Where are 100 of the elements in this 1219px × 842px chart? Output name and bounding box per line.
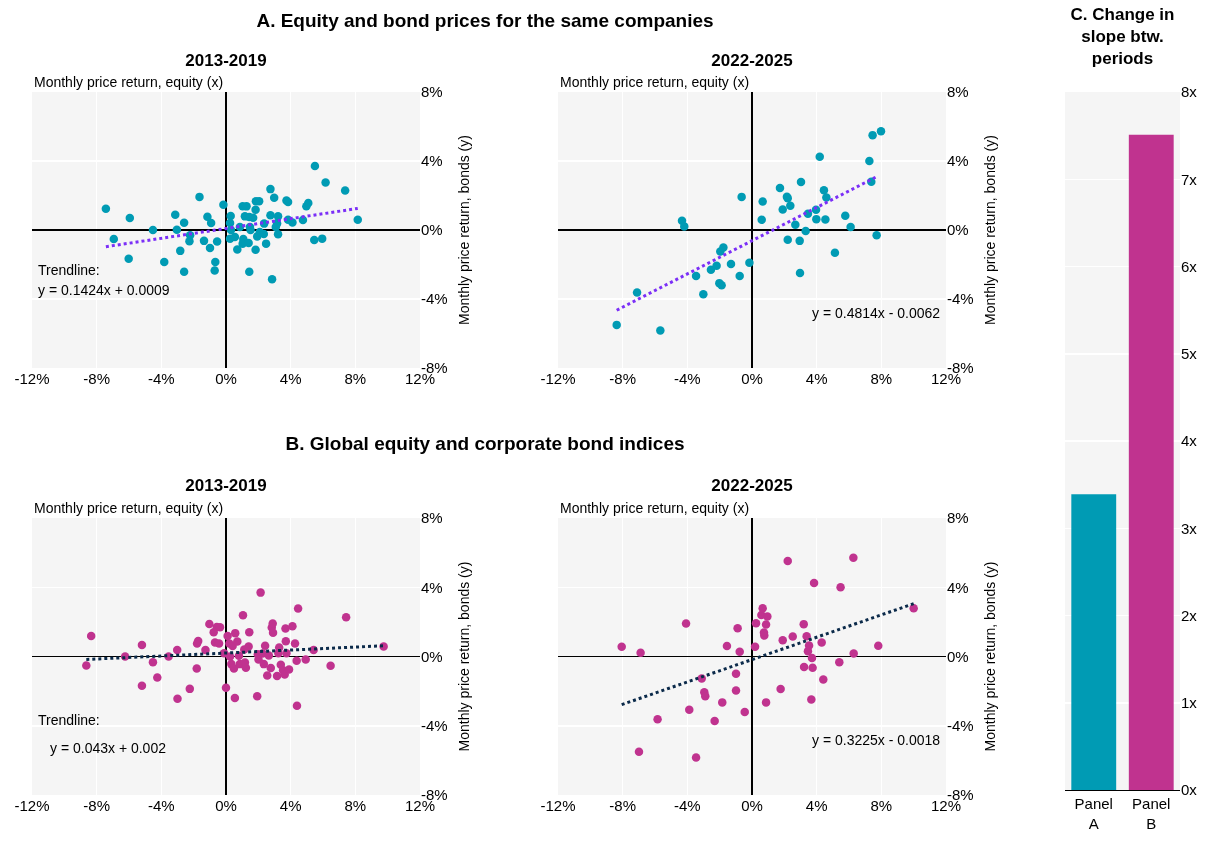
x-tick-label: 0% <box>741 370 763 387</box>
point <box>653 715 662 724</box>
point <box>617 642 626 652</box>
point <box>731 669 741 679</box>
x-tick-label: -8% <box>83 370 111 387</box>
x-tick-label: -12% <box>540 797 576 814</box>
point <box>783 235 792 245</box>
point <box>841 211 850 221</box>
point <box>745 258 754 268</box>
point <box>710 716 719 726</box>
x-tick-label: -12% <box>540 370 576 387</box>
y-tick-label: 6x <box>1181 257 1198 275</box>
point <box>761 620 771 629</box>
point <box>719 243 728 252</box>
x-tick-label: Panel B <box>1132 795 1171 832</box>
point <box>750 642 760 652</box>
y-tick-label: -4% <box>421 717 448 734</box>
text: B. Global equity and corporate bond indices <box>284 433 686 455</box>
x-tick-label: 4% <box>279 797 302 814</box>
x-tick-label: 4% <box>805 370 828 387</box>
point <box>799 619 808 629</box>
x-tick-label: -4% <box>673 370 701 387</box>
y-tick-label: 0% <box>421 221 443 239</box>
y-axis-title: Monthly price return, bonds (y) <box>455 561 472 752</box>
y-tick-label: 0x <box>1181 781 1198 799</box>
x-tick-label: 4% <box>279 370 302 387</box>
point <box>819 186 829 195</box>
x-tick-label: 0% <box>741 797 763 814</box>
point <box>722 641 732 651</box>
x-tick-label: 8% <box>344 797 367 814</box>
x-tick-label: 8% <box>344 370 367 387</box>
point <box>822 193 831 202</box>
point <box>807 695 816 704</box>
point <box>733 624 742 633</box>
point <box>691 271 701 281</box>
point <box>691 753 701 762</box>
y-tick-label: 8x <box>1181 83 1198 101</box>
text: A. Equity and bond prices for the same companies <box>255 10 715 32</box>
point <box>685 705 694 715</box>
point <box>776 684 785 694</box>
point <box>836 583 845 592</box>
point <box>763 612 772 621</box>
x-tick-label: -12% <box>14 797 50 814</box>
point <box>802 631 811 641</box>
point <box>795 268 805 278</box>
point <box>876 126 886 136</box>
y-tick-label: 0% <box>421 647 443 665</box>
point <box>815 152 824 161</box>
x-tick-label: 0% <box>215 797 237 814</box>
point <box>872 231 881 240</box>
x-tick-label: -12% <box>14 370 50 387</box>
point <box>735 271 744 281</box>
point <box>726 259 736 269</box>
x-axis-title: Monthly price return, equity (x) <box>34 500 224 516</box>
x-tick-label: 0% <box>215 370 237 387</box>
point <box>799 662 809 672</box>
point <box>796 177 806 187</box>
point <box>632 288 642 297</box>
x-tick-label: -4% <box>147 370 175 387</box>
point <box>758 603 767 613</box>
point <box>809 578 819 588</box>
x-axis-title: Monthly price return, equity (x) <box>560 500 750 516</box>
point <box>751 619 761 628</box>
chart-title: C. Change in slope btw. periods <box>1070 5 1175 69</box>
y-tick-label: 0% <box>947 647 969 665</box>
point <box>737 192 746 202</box>
point <box>758 197 767 206</box>
point <box>735 647 744 657</box>
y-tick-label: 4% <box>947 578 969 596</box>
point <box>731 686 741 695</box>
x-tick-label: 8% <box>870 370 893 387</box>
point <box>812 214 821 224</box>
y-tick-label: -4% <box>421 290 448 308</box>
y-axis-title: Monthly price return, bonds (y) <box>455 135 472 325</box>
x-tick-label: -8% <box>609 797 637 814</box>
y-tick-label: 0% <box>947 221 969 239</box>
y-axis-title: Monthly price return, bonds (y) <box>981 135 998 325</box>
y-tick-label: 8% <box>421 83 443 101</box>
point <box>795 236 804 246</box>
point <box>791 220 800 229</box>
point <box>699 289 708 299</box>
y-tick-label: 4% <box>421 578 443 596</box>
y-tick-label: 1x <box>1181 694 1198 711</box>
x-tick-label: -4% <box>147 797 175 814</box>
point <box>680 222 689 231</box>
point <box>712 261 721 270</box>
point <box>718 698 727 707</box>
point <box>804 641 814 650</box>
point <box>757 215 766 225</box>
annotation: y = 0.4814x - 0.0062 <box>812 305 941 321</box>
point <box>849 553 858 562</box>
point <box>830 248 840 258</box>
point <box>819 675 828 684</box>
x-axis-title: Monthly price return, equity (x) <box>34 74 224 90</box>
y-tick-label: 7x <box>1181 170 1198 188</box>
y-tick-label: 4% <box>947 152 969 170</box>
point <box>849 649 858 658</box>
point <box>775 183 785 193</box>
chart-title: 2022-2025 <box>711 475 793 495</box>
y-axis-title: Monthly price return, bonds (y) <box>981 561 998 752</box>
